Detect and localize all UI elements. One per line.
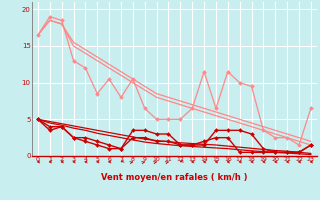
X-axis label: Vent moyen/en rafales ( km/h ): Vent moyen/en rafales ( km/h ) <box>101 174 248 182</box>
